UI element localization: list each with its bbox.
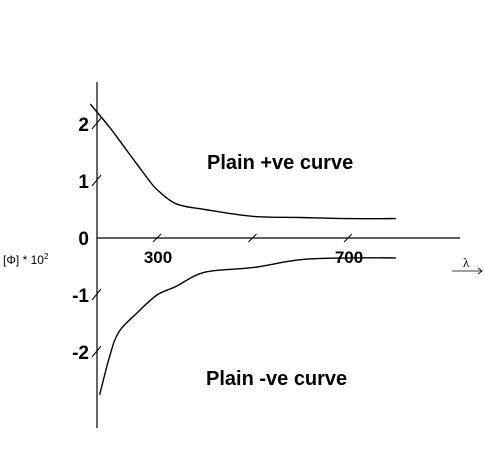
y-tick-label-4: -2: [72, 343, 89, 364]
y-tick-4: [91, 345, 102, 358]
labels-layer: Plain +ve curve Plain -ve curve [Φ] * 10…: [3, 152, 483, 390]
y-tick-label-0: 2: [78, 115, 89, 136]
x-tick-label-0: 300: [144, 248, 172, 267]
series-line-positive: [89, 103, 396, 220]
x-tick-1: [248, 233, 257, 243]
y-tick-1: [91, 174, 102, 187]
y-axis-label-main: [Φ] * 10: [3, 253, 44, 267]
series-label-negative: Plain -ve curve: [206, 368, 347, 390]
y-axis-label-exponent: 2: [44, 252, 49, 261]
y-axis-label: [Φ] * 102: [3, 252, 49, 267]
series-label-positive: Plain +ve curve: [207, 152, 353, 174]
x-axis-label-arrow-head: [477, 267, 483, 275]
y-tick-label-1: 1: [78, 172, 89, 193]
x-axis-label: λ: [463, 255, 470, 270]
series-layer: [89, 103, 396, 395]
y-tick-label-2: 0: [78, 229, 89, 250]
y-tick-0: [91, 117, 102, 130]
y-tick-3: [91, 288, 102, 301]
y-tick-label-3: -1: [72, 286, 89, 307]
x-tick-2: [343, 233, 353, 243]
series-line-negative: [99, 257, 396, 395]
x-tick-0: [152, 233, 162, 243]
